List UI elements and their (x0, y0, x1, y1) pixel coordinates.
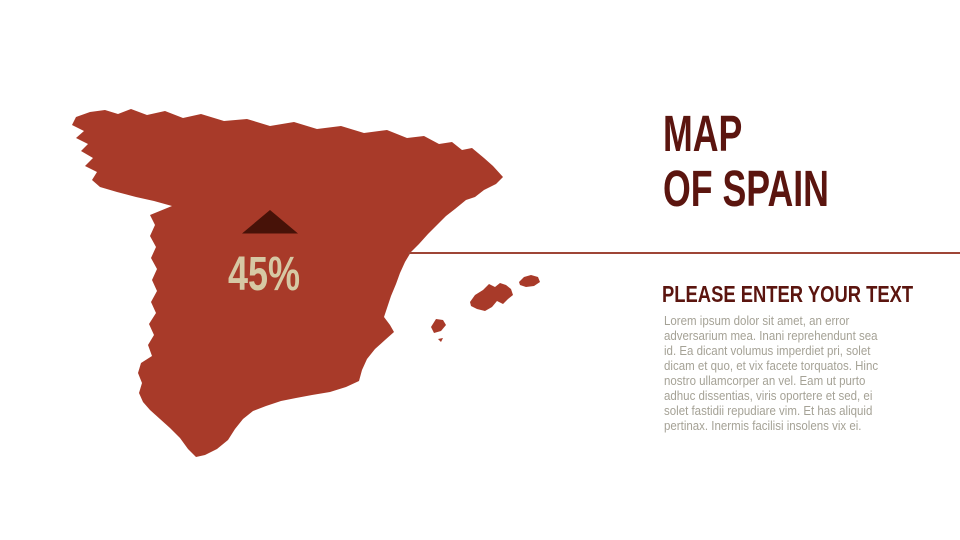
section-subtitle: PLEASE ENTER YOUR TEXT (662, 281, 914, 307)
body-text-line: dicam et quo, et vix facete torquatos. H… (664, 359, 879, 373)
island-formentera (438, 338, 443, 342)
page-title-line1: MAP (663, 105, 743, 162)
body-text-line: pertinax. Inermis facilisi insolens vix … (664, 419, 862, 433)
body-text-line: nostro ullamcorper an vel. Eam ut purto (664, 374, 866, 388)
divider-line (408, 252, 960, 254)
body-text-line: Lorem ipsum dolor sit amet, an error (664, 314, 850, 328)
island-ibiza (431, 319, 446, 333)
island-mallorca (470, 283, 513, 311)
page-title: MAP OF SPAIN (663, 106, 829, 216)
body-text-line: adversarium mea. Inani reprehendunt sea (664, 329, 878, 343)
page-title-line2: OF SPAIN (663, 160, 829, 217)
body-text-block: Lorem ipsum dolor sit amet, an error adv… (664, 314, 878, 434)
body-text-line: adhuc dissentias, viris oportere et sed,… (664, 389, 873, 403)
spain-mainland (72, 109, 503, 457)
triangle-up-icon (242, 210, 298, 234)
body-text-line: id. Ea dicant volumus imperdiet pri, sol… (664, 344, 871, 358)
island-menorca (519, 275, 540, 287)
stat-value: 45% (228, 248, 301, 301)
body-text-line: solet fastidii repudiare vim. Et has ali… (664, 404, 873, 418)
